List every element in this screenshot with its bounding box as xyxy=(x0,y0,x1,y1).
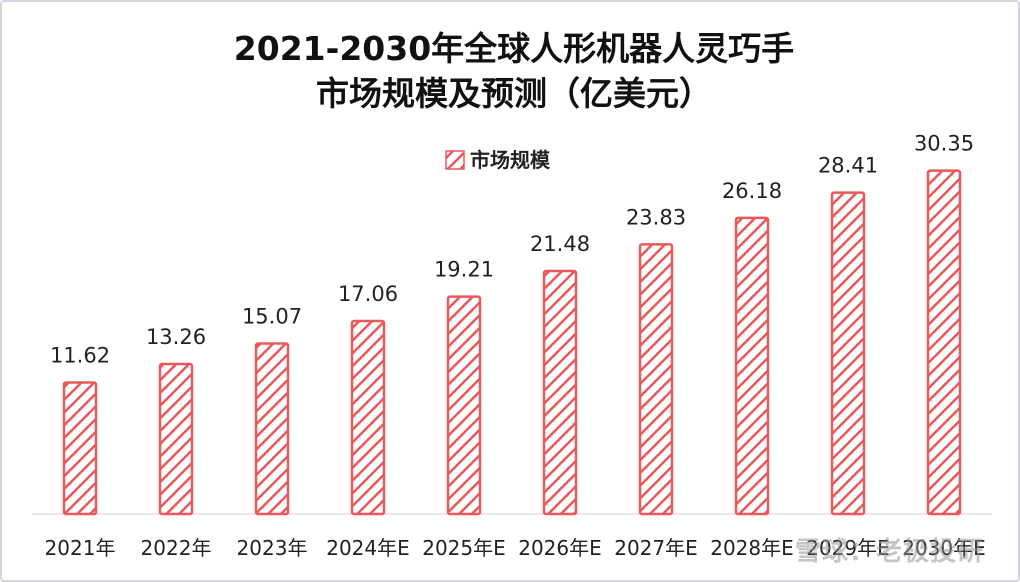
bar-8 xyxy=(734,216,770,516)
value-labels-group: 11.62 13.26 15.07 17.06 19.21 21.48 23.83 26.18… xyxy=(50,132,974,368)
x-tick-label-1: 2021年 xyxy=(45,536,116,560)
x-tick-label-3: 2023年 xyxy=(237,536,308,560)
bars-group xyxy=(62,169,962,516)
bar-4 xyxy=(350,319,386,516)
bar-7 xyxy=(638,243,674,516)
value-label-1: 11.62 xyxy=(50,344,110,368)
value-label-8: 26.18 xyxy=(722,179,782,203)
value-label-9: 28.41 xyxy=(818,154,878,178)
watermark: 雪球：老极投研 xyxy=(794,537,984,567)
x-tick-label-8: 2028年E xyxy=(710,536,794,560)
value-label-2: 13.26 xyxy=(146,325,206,349)
value-label-4: 17.06 xyxy=(338,282,398,306)
legend-swatch xyxy=(445,150,465,170)
chart-title-line1: 2021-2030年全球人形机器人灵巧手 xyxy=(234,29,794,68)
x-tick-label-6: 2026年E xyxy=(518,536,602,560)
x-tick-labels-group: 2021年 2022年 2023年 2024年E 2025年E 2026年E 2027年E 2… xyxy=(45,536,986,560)
bar-6 xyxy=(542,269,578,516)
value-label-5: 19.21 xyxy=(434,258,494,282)
bar-9 xyxy=(830,191,866,516)
value-label-10: 30.35 xyxy=(914,132,974,156)
x-tick-label-9: 2029年E xyxy=(806,536,890,560)
bar-5 xyxy=(446,295,482,516)
x-tick-label-4: 2024年E xyxy=(326,536,410,560)
value-label-6: 21.48 xyxy=(530,232,590,256)
chart-title-line2: 市场规模及预测（亿美元） xyxy=(316,74,712,113)
bar-1 xyxy=(62,381,98,516)
value-label-7: 23.83 xyxy=(626,205,686,229)
legend: 市场规模 xyxy=(445,148,551,172)
bar-2 xyxy=(158,362,194,516)
value-label-3: 15.07 xyxy=(242,305,302,329)
x-tick-label-10: 2030年E xyxy=(902,536,986,560)
x-tick-label-2: 2022年 xyxy=(141,536,212,560)
bar-3 xyxy=(254,342,290,516)
bar-10 xyxy=(926,169,962,516)
legend-label: 市场规模 xyxy=(470,148,551,172)
x-tick-label-5: 2025年E xyxy=(422,536,506,560)
x-tick-label-7: 2027年E xyxy=(614,536,698,560)
